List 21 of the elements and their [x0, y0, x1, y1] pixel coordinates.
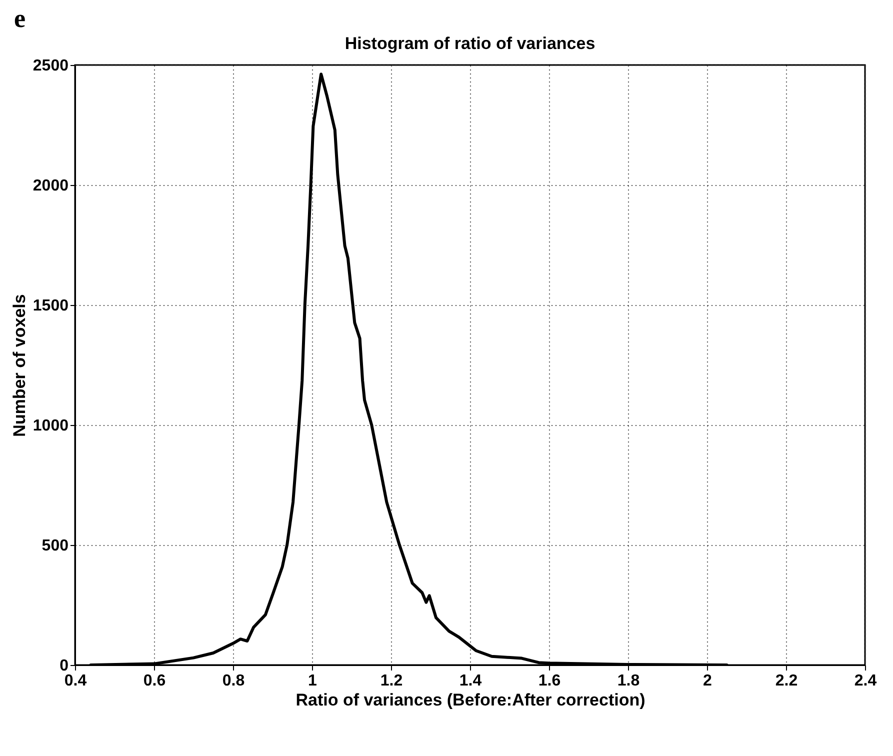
- x-tick-label: 1: [308, 672, 318, 690]
- text: e: [14, 4, 26, 34]
- x-tick-label: 2.4: [854, 672, 877, 690]
- x-tick-label: 1.8: [617, 672, 640, 690]
- y-axis-title: Number of voxels: [10, 294, 29, 437]
- y-tick-label: 2500: [32, 58, 69, 74]
- y-tick-label: 0: [60, 658, 69, 674]
- x-tick-label: 1.2: [380, 672, 403, 690]
- x-tick-label: 1.4: [459, 672, 482, 690]
- y-tick-label: 500: [42, 538, 69, 554]
- y-tick-label: 2000: [32, 178, 69, 194]
- x-tick-label: 0.8: [222, 672, 245, 690]
- x-axis-title: Ratio of variances (Before:After correction): [296, 690, 646, 710]
- x-tick-label: 2.2: [775, 672, 798, 690]
- y-tick-label: 1500: [32, 298, 69, 314]
- x-tick-label: 0.4: [64, 672, 87, 690]
- chart-title: Histogram of ratio of variances: [344, 34, 596, 53]
- y-tick-label: 1000: [32, 418, 69, 434]
- x-tick-label: 0.6: [143, 672, 166, 690]
- x-tick-label: 2: [703, 672, 712, 690]
- x-tick-label: 1.6: [538, 672, 561, 690]
